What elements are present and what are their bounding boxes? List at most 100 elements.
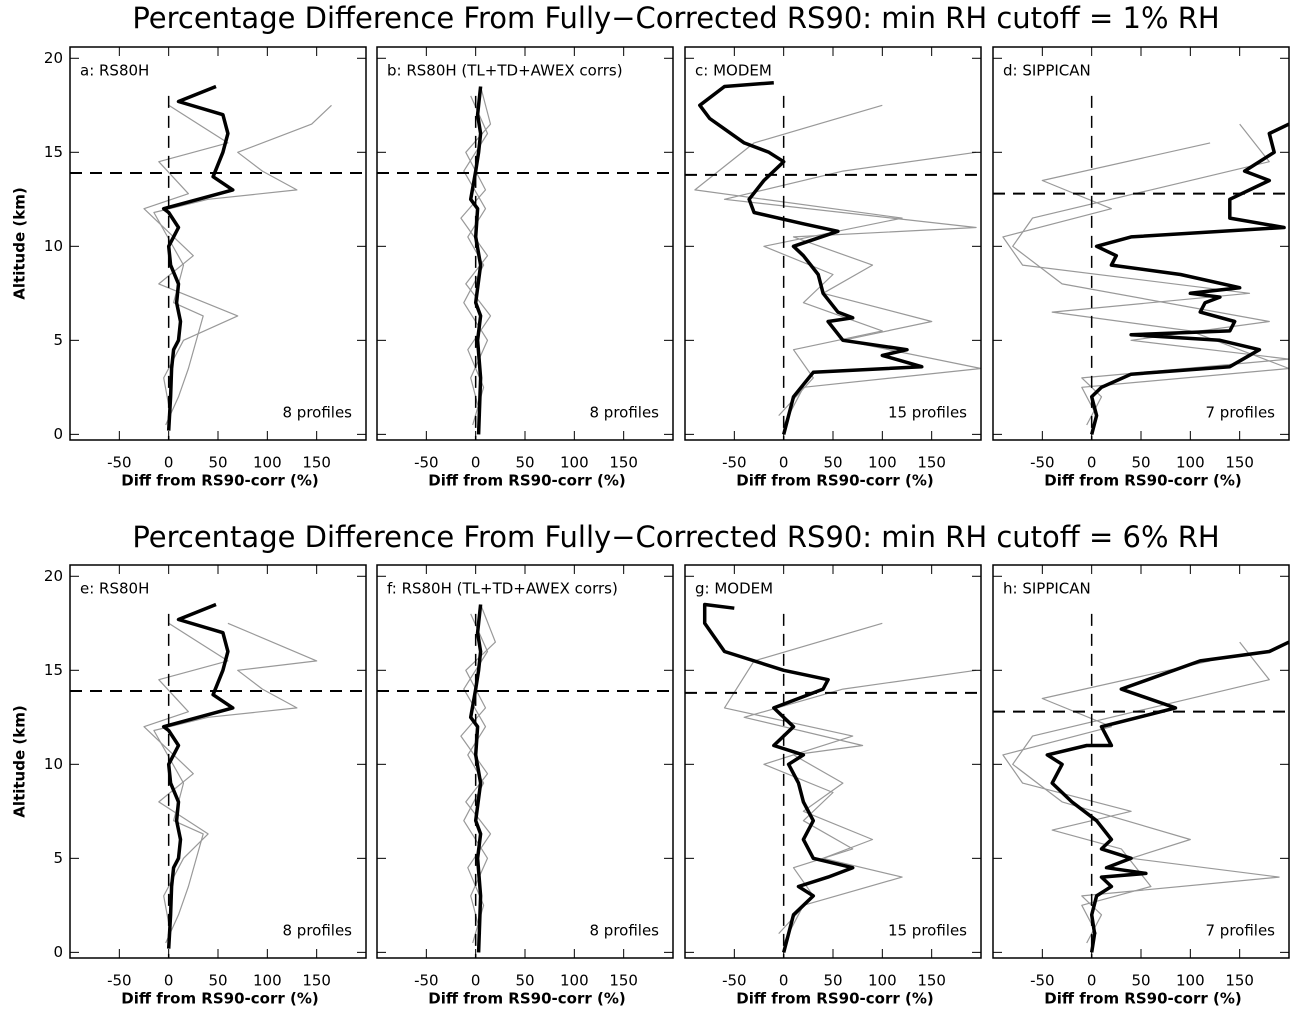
profile-line <box>468 604 483 953</box>
x-tick-label: -50 <box>722 454 747 472</box>
plot-frame <box>69 564 367 959</box>
profile-line <box>161 602 235 949</box>
y-tick-label: 5 <box>53 849 63 867</box>
x-tick-label: -50 <box>107 454 132 472</box>
x-tick-label: 0 <box>164 454 174 472</box>
panel-label: h: SIPPICAN <box>1003 580 1091 598</box>
panel-label: g: MODEM <box>695 580 773 598</box>
y-tick-label: 15 <box>44 143 63 161</box>
profile-line <box>702 602 855 953</box>
x-axis-label: Diff from RS90-corr (%) <box>736 990 933 1008</box>
x-axis-label: Diff from RS90-corr (%) <box>428 472 625 490</box>
plot-frame <box>376 46 674 441</box>
x-tick-label: 0 <box>471 454 481 472</box>
profile-line <box>723 622 883 935</box>
profile-line <box>153 622 318 944</box>
y-tick-label: 15 <box>44 661 63 679</box>
profile-count: 15 profiles <box>888 922 967 940</box>
y-tick-label: 10 <box>44 755 63 773</box>
profile-line <box>1002 660 1211 934</box>
profile-line <box>1045 640 1290 953</box>
panel-label: d: SIPPICAN <box>1003 62 1091 80</box>
y-tick-label: 20 <box>44 49 63 67</box>
y-tick-label: 0 <box>53 425 63 443</box>
x-tick-label: -50 <box>414 972 439 990</box>
x-tick-label: 150 <box>609 454 638 472</box>
profile-count: 8 profiles <box>282 922 352 940</box>
profile-line <box>743 669 977 944</box>
y-tick-label: 5 <box>53 331 63 349</box>
x-tick-label: 100 <box>560 972 589 990</box>
profile-line <box>143 104 239 416</box>
x-tick-label: 100 <box>868 454 897 472</box>
x-tick-label: 0 <box>779 454 789 472</box>
x-tick-label: 50 <box>515 454 534 472</box>
x-tick-label: 100 <box>253 454 282 472</box>
x-axis-label: Diff from RS90-corr (%) <box>121 990 318 1008</box>
profile-line <box>161 84 235 431</box>
plot-frame <box>684 46 982 441</box>
x-tick-label: -50 <box>1030 972 1055 990</box>
y-axis-label: Altitude (km) <box>11 705 29 817</box>
x-tick-label: -50 <box>107 972 132 990</box>
profile-line <box>153 104 332 426</box>
x-tick-label: 50 <box>515 972 534 990</box>
figure-title: Percentage Difference From Fully−Correct… <box>132 520 1219 554</box>
x-tick-label: 150 <box>1225 454 1254 472</box>
panel-label: c: MODEM <box>695 62 772 80</box>
profile-line <box>468 86 483 435</box>
x-tick-label: 50 <box>1131 972 1150 990</box>
y-tick-label: 0 <box>53 943 63 961</box>
x-tick-label: 0 <box>1087 972 1097 990</box>
figure-title: Percentage Difference From Fully−Correct… <box>132 1 1219 35</box>
x-axis-label: Diff from RS90-corr (%) <box>1044 472 1241 490</box>
x-tick-label: 150 <box>1225 972 1254 990</box>
x-tick-label: 50 <box>823 454 842 472</box>
plot-frame <box>376 564 674 959</box>
plot-frame <box>992 46 1290 441</box>
profile-line <box>1012 641 1280 944</box>
profile-count: 8 profiles <box>589 404 659 422</box>
plot-frame <box>684 564 982 959</box>
x-tick-label: 50 <box>823 972 842 990</box>
x-tick-label: 150 <box>917 972 946 990</box>
profile-line <box>1089 122 1290 435</box>
profile-line <box>723 151 982 426</box>
x-tick-label: 0 <box>779 972 789 990</box>
x-tick-label: 150 <box>302 972 331 990</box>
x-tick-label: 150 <box>302 454 331 472</box>
profile-count: 8 profiles <box>589 922 659 940</box>
y-axis-label: Altitude (km) <box>11 187 29 299</box>
x-tick-label: 50 <box>208 972 227 990</box>
profile-line <box>1012 123 1290 426</box>
panel-label: a: RS80H <box>80 62 149 80</box>
plot-frame <box>69 46 367 441</box>
profile-line <box>143 622 229 934</box>
profile-count: 7 profiles <box>1205 922 1275 940</box>
x-axis-label: Diff from RS90-corr (%) <box>736 472 933 490</box>
x-tick-label: 100 <box>560 454 589 472</box>
panel-label: e: RS80H <box>80 580 149 598</box>
profile-line <box>1002 142 1290 416</box>
x-tick-label: 100 <box>1176 454 1205 472</box>
x-tick-label: 50 <box>1131 454 1150 472</box>
plot-frame <box>992 564 1290 959</box>
panel-label: b: RS80H (TL+TD+AWEX corrs) <box>387 62 623 80</box>
x-axis-label: Diff from RS90-corr (%) <box>1044 990 1241 1008</box>
profile-line <box>460 86 492 426</box>
x-tick-label: -50 <box>414 454 439 472</box>
x-tick-label: 100 <box>868 972 897 990</box>
x-tick-label: 0 <box>1087 454 1097 472</box>
x-tick-label: 0 <box>471 972 481 990</box>
profile-count: 15 profiles <box>888 404 967 422</box>
profile-line <box>698 80 924 435</box>
panel-label: f: RS80H (TL+TD+AWEX corrs) <box>387 580 618 598</box>
x-tick-label: -50 <box>1030 454 1055 472</box>
profile-count: 7 profiles <box>1205 404 1275 422</box>
x-tick-label: 50 <box>208 454 227 472</box>
x-tick-label: 150 <box>609 972 638 990</box>
x-tick-label: -50 <box>722 972 747 990</box>
x-axis-label: Diff from RS90-corr (%) <box>121 472 318 490</box>
x-tick-label: 150 <box>917 454 946 472</box>
